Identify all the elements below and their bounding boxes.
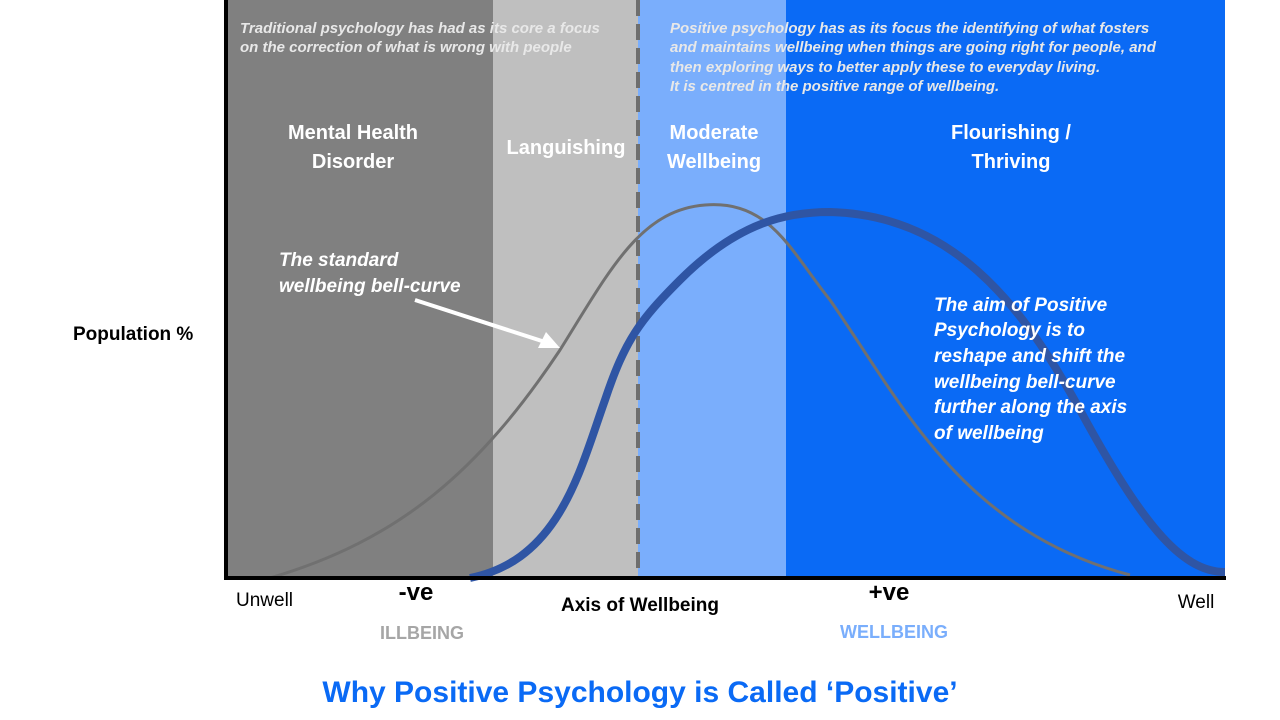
title: Why Positive Psychology is Called ‘Posit… (322, 676, 957, 709)
standard-curve (269, 203, 1131, 580)
annotation: Psychology is to (934, 320, 1085, 341)
zone-moderate (638, 0, 786, 578)
zone-languishing (493, 0, 638, 578)
zone-label: Mental Health (288, 122, 418, 144)
x-left-label: Unwell (236, 590, 293, 611)
annotation: of wellbeing (934, 423, 1044, 444)
annotation: The standard (279, 250, 399, 271)
shifted-curve (469, 207, 1226, 582)
y-axis-label: Population % (73, 324, 193, 345)
note-line: Positive psychology has as its focus the… (670, 20, 1149, 37)
zone-label: Moderate (670, 122, 759, 144)
arrow-head (538, 332, 560, 348)
wellbeing-label: WELLBEING (840, 622, 948, 642)
zone-label: Flourishing / (951, 122, 1071, 144)
x-right-label: Well (1178, 592, 1215, 613)
zone-label: Languishing (507, 137, 626, 159)
note-line: Traditional psychology has had as its co… (240, 20, 600, 37)
positive-label: +ve (869, 579, 910, 606)
zone-flourishing (786, 0, 1225, 578)
zone-label: Wellbeing (667, 151, 761, 173)
x-axis-label: Axis of Wellbeing (561, 595, 719, 616)
note-line: then exploring ways to better apply thes… (670, 59, 1100, 76)
zone-label: Thriving (972, 151, 1051, 173)
annotation: wellbeing bell-curve (934, 372, 1116, 393)
annotation: further along the axis (934, 397, 1127, 418)
note-line: on the correction of what is wrong with … (240, 39, 572, 56)
arrow (414, 298, 546, 344)
illbeing-label: ILLBEING (380, 623, 464, 643)
annotation: reshape and shift the (934, 346, 1126, 367)
note-line: It is centred in the positive range of w… (670, 78, 999, 95)
negative-label: -ve (399, 579, 434, 606)
annotation: The aim of Positive (934, 295, 1108, 316)
zone-label: Disorder (312, 151, 394, 173)
annotation: wellbeing bell-curve (279, 276, 461, 297)
note-line: and maintains wellbeing when things are … (670, 39, 1157, 56)
